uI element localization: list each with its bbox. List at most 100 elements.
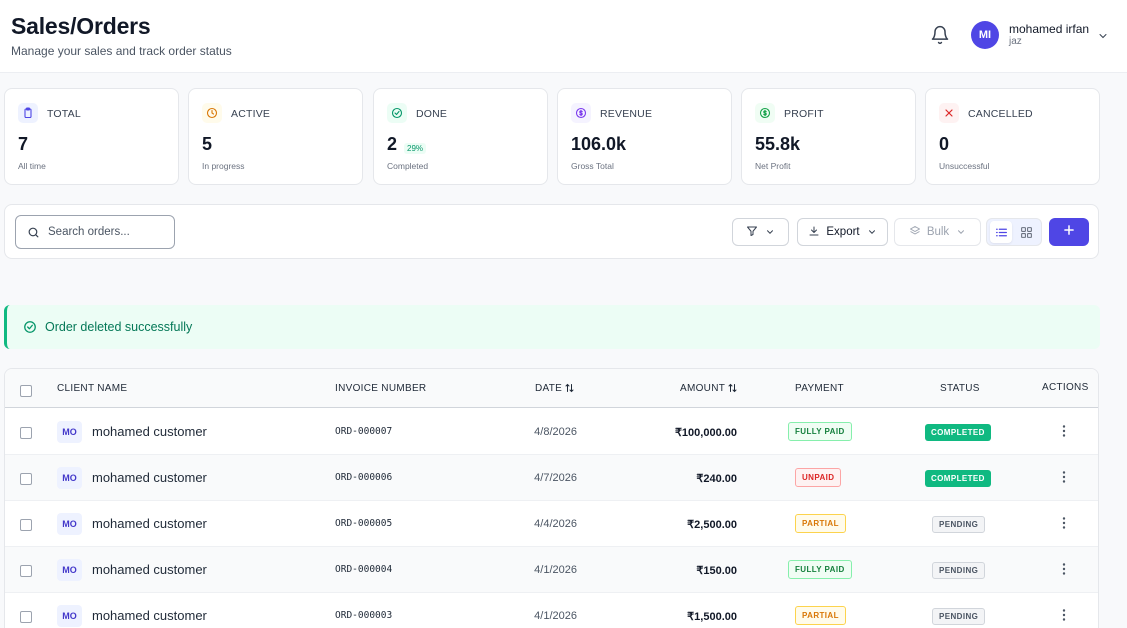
- stat-label: DONE: [416, 108, 448, 120]
- filter-icon: [746, 225, 758, 240]
- grid-view-icon[interactable]: [1015, 221, 1037, 243]
- view-toggle: [986, 218, 1042, 246]
- alert-message: Order deleted successfully: [45, 320, 193, 334]
- export-button[interactable]: Export: [797, 218, 888, 246]
- stat-label: REVENUE: [600, 108, 653, 120]
- filter-button[interactable]: [732, 218, 789, 246]
- client-avatar: MO: [57, 421, 82, 443]
- client-name: mohamed customer: [92, 562, 207, 577]
- invoice-number: ORD-000007: [335, 426, 393, 437]
- more-actions-icon[interactable]: [1057, 469, 1071, 485]
- table-row[interactable]: MO mohamed customer ORD-000006 4/7/2026 …: [5, 455, 1098, 501]
- row-checkbox[interactable]: [20, 519, 32, 531]
- client-name: mohamed customer: [92, 516, 207, 531]
- check-circle-icon: [387, 103, 407, 123]
- row-checkbox[interactable]: [20, 427, 32, 439]
- order-amount: ₹240.00: [696, 473, 737, 485]
- payment-badge: UNPAID: [795, 468, 842, 487]
- table-row[interactable]: MO mohamed customer ORD-000004 4/1/2026 …: [5, 547, 1098, 593]
- stat-card-active: ACTIVE 5 In progress: [188, 88, 363, 185]
- stat-value: 55.8k: [755, 134, 801, 154]
- payment-badge: PARTIAL: [795, 606, 846, 625]
- download-icon: [808, 225, 820, 240]
- chevron-down-icon: [956, 227, 966, 237]
- bulk-actions-button[interactable]: Bulk: [894, 218, 981, 246]
- search-box[interactable]: [15, 215, 175, 249]
- stat-label: TOTAL: [47, 108, 81, 120]
- bulk-label: Bulk: [926, 226, 950, 238]
- more-actions-icon[interactable]: [1057, 561, 1071, 577]
- table-row[interactable]: MO mohamed customer ORD-000007 4/8/2026 …: [5, 409, 1098, 455]
- status-badge: PENDING: [932, 608, 986, 625]
- order-amount: ₹2,500.00: [687, 519, 737, 531]
- notifications-bell-icon[interactable]: [930, 25, 950, 45]
- stat-value: 2: [387, 134, 398, 154]
- user-org: jaz: [1009, 36, 1022, 47]
- stat-sub: Net Profit: [755, 161, 791, 171]
- x-icon: [939, 103, 959, 123]
- stat-sub: Gross Total: [571, 161, 614, 171]
- stat-sub: Completed: [387, 161, 429, 171]
- clipboard-icon: [18, 103, 38, 123]
- payment-badge: PARTIAL: [795, 514, 846, 533]
- more-actions-icon[interactable]: [1057, 607, 1071, 623]
- user-name: mohamed irfan: [1009, 22, 1090, 36]
- column-client-name[interactable]: CLIENT NAME: [57, 383, 128, 394]
- success-alert: Order deleted successfully: [4, 305, 1100, 349]
- table-row[interactable]: MO mohamed customer ORD-000003 4/1/2026 …: [5, 593, 1098, 628]
- payment-badge: FULLY PAID: [788, 560, 852, 579]
- order-date: 4/8/2026: [534, 426, 577, 438]
- list-view-icon[interactable]: [990, 221, 1012, 243]
- stat-sub: In progress: [202, 161, 245, 171]
- client-name: mohamed customer: [92, 608, 207, 623]
- client-avatar: MO: [57, 605, 82, 627]
- page-subtitle: Manage your sales and track order status: [11, 44, 232, 58]
- payment-badge: FULLY PAID: [788, 422, 852, 441]
- stat-value: 106.0k: [571, 134, 627, 154]
- stat-card-cancelled: CANCELLED 0 Unsuccessful: [925, 88, 1100, 185]
- table-row[interactable]: MO mohamed customer ORD-000005 4/4/2026 …: [5, 501, 1098, 547]
- dollar-circle-icon: [755, 103, 775, 123]
- sort-icon: [728, 383, 737, 393]
- chevron-down-icon: [867, 227, 877, 237]
- invoice-number: ORD-000005: [335, 518, 393, 529]
- stat-label: ACTIVE: [231, 108, 271, 120]
- column-date[interactable]: DATE: [535, 383, 574, 394]
- stat-value: 5: [202, 134, 213, 154]
- client-name: mohamed customer: [92, 470, 207, 485]
- add-order-button[interactable]: [1049, 218, 1089, 246]
- percentage-badge: 29%: [404, 143, 427, 154]
- avatar: MI: [971, 21, 999, 49]
- order-amount: ₹150.00: [696, 565, 737, 577]
- column-actions: ACTIONS: [1042, 382, 1089, 393]
- column-amount[interactable]: AMOUNT: [680, 383, 737, 394]
- more-actions-icon[interactable]: [1057, 515, 1071, 531]
- row-checkbox[interactable]: [20, 473, 32, 485]
- column-payment: PAYMENT: [795, 383, 844, 394]
- layers-icon: [909, 225, 921, 240]
- status-badge: PENDING: [932, 562, 986, 579]
- more-actions-icon[interactable]: [1057, 423, 1071, 439]
- select-all-checkbox[interactable]: [20, 385, 32, 397]
- row-checkbox[interactable]: [20, 611, 32, 623]
- column-invoice-number[interactable]: INVOICE NUMBER: [335, 383, 427, 394]
- row-checkbox[interactable]: [20, 565, 32, 577]
- clock-icon: [202, 103, 222, 123]
- plus-icon: [1062, 223, 1076, 242]
- stat-sub: All time: [18, 161, 46, 171]
- client-avatar: MO: [57, 467, 82, 489]
- order-amount: ₹1,500.00: [687, 611, 737, 623]
- search-icon: [27, 226, 40, 239]
- check-circle-icon: [23, 320, 37, 334]
- invoice-number: ORD-000003: [335, 610, 393, 621]
- order-amount: ₹100,000.00: [674, 427, 737, 439]
- client-name: mohamed customer: [92, 424, 207, 439]
- column-status: STATUS: [940, 383, 980, 394]
- search-input[interactable]: [48, 226, 168, 238]
- toolbar: Export Bulk: [4, 204, 1099, 259]
- dollar-circle-icon: [571, 103, 591, 123]
- stat-card-profit: PROFIT 55.8k Net Profit: [741, 88, 916, 185]
- order-date: 4/4/2026: [534, 518, 577, 530]
- user-menu[interactable]: MI mohamed irfan jaz: [971, 20, 1107, 50]
- stat-card-revenue: REVENUE 106.0k Gross Total: [557, 88, 732, 185]
